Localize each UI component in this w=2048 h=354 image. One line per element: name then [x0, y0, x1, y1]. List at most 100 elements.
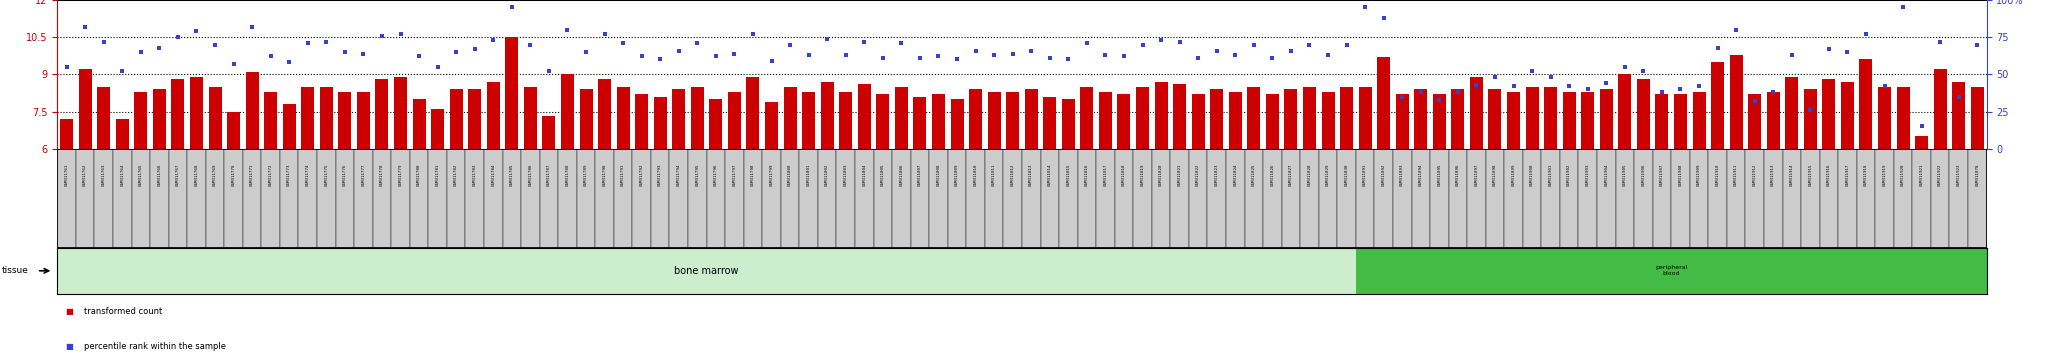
Point — [1071, 40, 1104, 46]
Point — [385, 32, 418, 37]
Bar — [709, 99, 723, 149]
Text: GSM311793: GSM311793 — [657, 164, 662, 186]
Bar — [483, 149, 502, 248]
Text: GSM311762: GSM311762 — [84, 164, 88, 186]
Bar — [895, 87, 907, 149]
Point — [1720, 27, 1753, 33]
Point — [1386, 94, 1419, 99]
Bar — [1563, 92, 1575, 149]
Bar — [1192, 94, 1204, 149]
Bar — [1561, 149, 1579, 248]
Text: GSM311772: GSM311772 — [268, 164, 272, 186]
Bar — [1823, 79, 1835, 149]
Bar — [1169, 149, 1190, 248]
Bar — [1284, 89, 1298, 149]
Bar — [1077, 149, 1096, 248]
Bar — [1282, 149, 1300, 248]
Point — [1219, 52, 1251, 58]
Bar — [1208, 149, 1227, 248]
Point — [217, 61, 250, 67]
Bar — [1434, 94, 1446, 149]
Point — [328, 49, 360, 55]
Text: GSM311893: GSM311893 — [1401, 164, 1405, 186]
Text: GSM311909: GSM311909 — [1698, 164, 1702, 186]
Bar — [1804, 89, 1817, 149]
Point — [1868, 84, 1901, 89]
Bar — [428, 149, 446, 248]
Bar — [317, 149, 336, 248]
Bar — [1599, 89, 1612, 149]
Bar — [930, 149, 948, 248]
Bar — [762, 149, 780, 248]
Bar — [59, 119, 74, 149]
Point — [625, 54, 657, 59]
Text: GSM311782: GSM311782 — [455, 164, 459, 186]
Bar — [543, 116, 555, 149]
Point — [756, 58, 788, 64]
Bar — [375, 79, 389, 149]
Point — [199, 42, 231, 47]
Bar — [186, 149, 205, 248]
Point — [1757, 89, 1790, 95]
Text: GSM311826: GSM311826 — [1270, 164, 1274, 186]
Bar — [432, 109, 444, 149]
Bar — [1096, 149, 1114, 248]
Bar — [1448, 149, 1466, 248]
Bar — [1118, 94, 1130, 149]
Text: GSM311807: GSM311807 — [918, 164, 922, 186]
Point — [1311, 52, 1343, 58]
Bar — [1376, 57, 1391, 149]
Bar — [821, 82, 834, 149]
Point — [903, 55, 936, 61]
Text: GSM311808: GSM311808 — [936, 164, 940, 186]
Point — [532, 69, 565, 74]
Point — [977, 52, 1010, 58]
Bar — [1745, 149, 1763, 248]
Bar — [225, 149, 244, 248]
Bar — [1319, 149, 1337, 248]
Text: GSM311819: GSM311819 — [1141, 164, 1145, 186]
Bar — [1042, 97, 1057, 149]
Bar — [1896, 87, 1909, 149]
Text: GSM311777: GSM311777 — [360, 164, 365, 186]
Bar — [1544, 87, 1556, 149]
Bar — [1114, 149, 1133, 248]
Bar — [1786, 77, 1798, 149]
Bar — [190, 77, 203, 149]
Bar — [780, 149, 799, 248]
Bar — [651, 149, 670, 248]
Point — [588, 32, 621, 37]
Bar — [1634, 149, 1653, 248]
Point — [1331, 42, 1364, 47]
Text: GSM311822: GSM311822 — [1196, 164, 1200, 186]
Bar — [131, 149, 150, 248]
Bar — [635, 94, 647, 149]
Text: GSM311830: GSM311830 — [1346, 164, 1348, 186]
Text: GSM311892: GSM311892 — [1382, 164, 1386, 186]
Point — [1626, 69, 1659, 74]
Bar — [743, 149, 762, 248]
Bar — [1505, 149, 1524, 248]
Bar — [707, 149, 725, 248]
Point — [829, 52, 862, 58]
Bar — [727, 92, 741, 149]
Point — [1237, 42, 1270, 47]
Bar — [1411, 149, 1430, 248]
Bar — [969, 89, 983, 149]
Point — [422, 64, 455, 70]
Text: GSM311825: GSM311825 — [1251, 164, 1255, 186]
Bar — [502, 149, 520, 248]
Bar — [803, 92, 815, 149]
Point — [367, 33, 399, 39]
Text: GSM311773: GSM311773 — [287, 164, 291, 186]
Bar — [1137, 87, 1149, 149]
Bar — [1655, 94, 1669, 149]
Bar — [1466, 149, 1485, 248]
Text: GSM311765: GSM311765 — [139, 164, 143, 186]
Text: GSM311824: GSM311824 — [1233, 164, 1237, 186]
Text: GSM311920: GSM311920 — [1901, 164, 1905, 186]
Point — [811, 36, 844, 41]
Point — [1460, 82, 1493, 87]
Bar — [1339, 87, 1354, 149]
Point — [1683, 84, 1716, 89]
